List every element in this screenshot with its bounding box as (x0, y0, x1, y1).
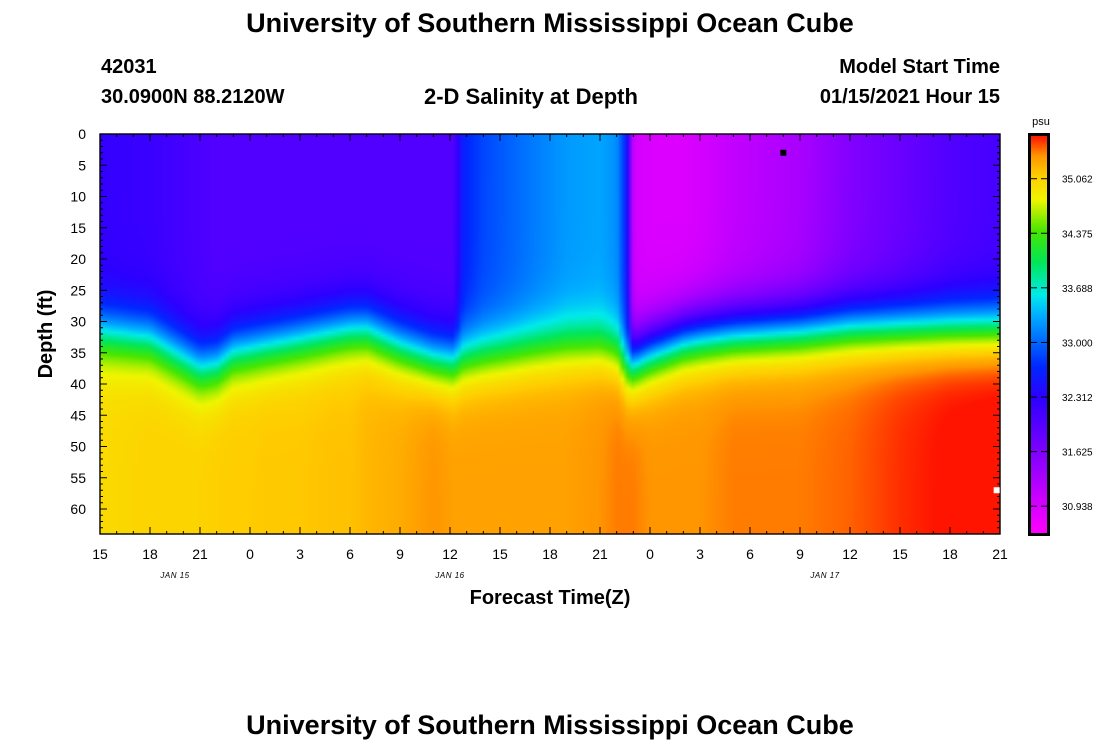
black-marker (780, 149, 787, 156)
x-tick-label: 0 (646, 546, 654, 562)
colorbar-gradient (1031, 136, 1047, 533)
data-markers (780, 149, 1000, 494)
x-tick-label: 18 (942, 546, 958, 562)
colorbar-unit: psu (1032, 116, 1050, 128)
y-tick-label: 55 (70, 470, 86, 486)
x-tick-label: 9 (396, 546, 404, 562)
y-tick-label: 25 (70, 282, 86, 298)
y-tick-label: 45 (70, 407, 86, 423)
x-tick-label: 21 (592, 546, 608, 562)
x-tick-label: 3 (296, 546, 304, 562)
x-tick-label: 3 (696, 546, 704, 562)
y-tick-label: 30 (70, 314, 86, 330)
y-tick-label: 10 (70, 189, 86, 205)
salinity-heatmap (100, 134, 1000, 534)
x-tick-label: 6 (746, 546, 754, 562)
x-tick-label: 12 (842, 546, 858, 562)
x-tick-label: 21 (192, 546, 208, 562)
x-tick-label: 9 (796, 546, 804, 562)
white-marker (993, 487, 1000, 494)
y-tick-label: 35 (70, 345, 86, 361)
colorbar-ticks: 35.062 34.375 33.688 33.000 32.312 31.625 30.9… (1031, 175, 1093, 513)
y-tick-label: 20 (70, 251, 86, 267)
model-start-value: 01/15/2021 Hour 15 (819, 86, 1000, 108)
colorbar-tick-label: 33.000 (1062, 338, 1093, 349)
colorbar-tick-label: 35.062 (1062, 175, 1093, 186)
y-tick-label: 60 (70, 501, 86, 517)
date-label: JAN 16 (434, 571, 464, 580)
y-tick-label: 50 (70, 439, 86, 455)
colorbar-tick-label: 33.688 (1062, 284, 1093, 295)
station-id: 42031 (101, 56, 157, 78)
colorbar-tick-label: 31.625 (1062, 448, 1093, 459)
colorbar-tick-label: 34.375 (1062, 229, 1093, 240)
model-start-label: Model Start Time (839, 56, 1000, 78)
x-axis-label: Forecast Time(Z) (470, 587, 631, 609)
y-tick-label: 0 (78, 126, 86, 142)
date-label: JAN 17 (809, 571, 839, 580)
chart-title: University of Southern Mississippi Ocean… (246, 8, 854, 38)
station-location: 30.0900N 88.2120W (101, 86, 285, 108)
date-label: JAN 15 (159, 571, 189, 580)
x-tick-label: 12 (442, 546, 458, 562)
y-tick-label: 5 (78, 157, 86, 173)
footer-title: University of Southern Mississippi Ocean… (246, 710, 854, 740)
y-axis: 0 5 10 15 20 25 30 35 40 45 50 55 60 (70, 126, 1000, 535)
y-tick-label: 15 (70, 220, 86, 236)
y-tick-label: 40 (70, 376, 86, 392)
y-axis-label: Depth (ft) (35, 290, 57, 379)
x-tick-label: 6 (346, 546, 354, 562)
x-tick-label: 15 (492, 546, 508, 562)
colorbar-tick-label: 30.938 (1062, 502, 1093, 513)
x-tick-label: 18 (542, 546, 558, 562)
colorbar-tick-label: 32.312 (1062, 393, 1093, 404)
x-tick-label: 18 (142, 546, 158, 562)
chart-subtitle: 2-D Salinity at Depth (424, 84, 638, 109)
x-tick-label: 15 (92, 546, 108, 562)
x-tick-label: 21 (992, 546, 1008, 562)
x-tick-label: 0 (246, 546, 254, 562)
colorbar: psu 35.062 34.375 33.688 33.000 32.312 31.625… (1028, 116, 1093, 536)
x-tick-label: 15 (892, 546, 908, 562)
